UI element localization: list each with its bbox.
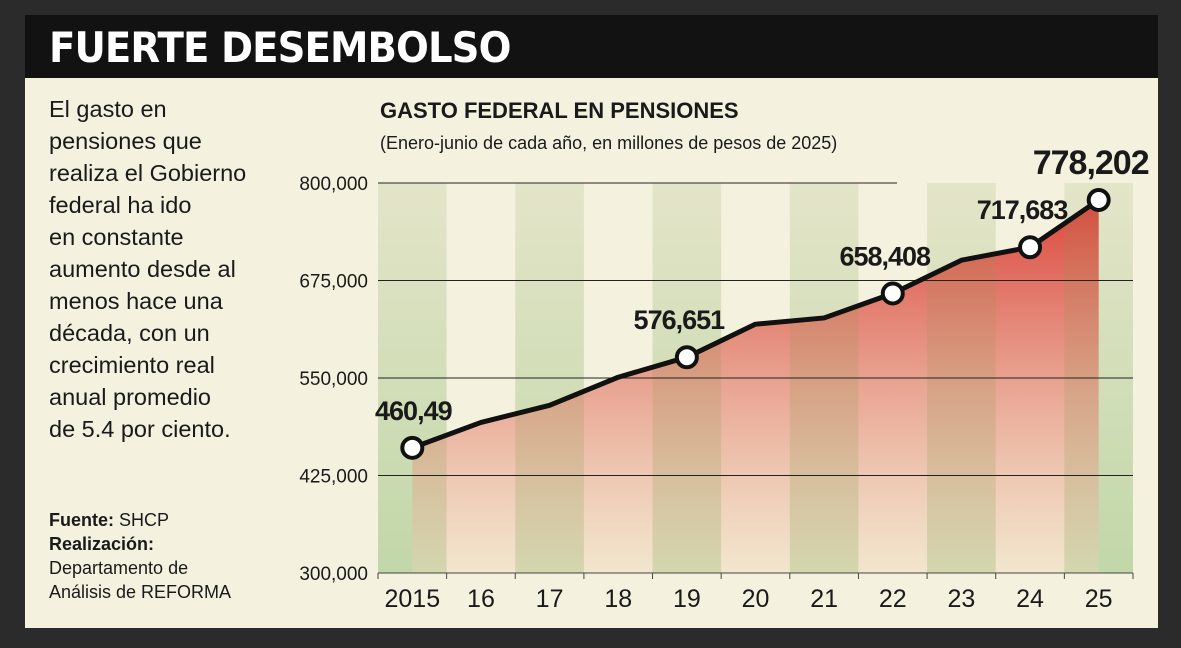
title-bar: FUERTE DESEMBOLSO xyxy=(25,15,1158,78)
description-text: El gasto en pensiones que realiza el Gobie… xyxy=(49,93,279,445)
x-tick-label: 2015 xyxy=(385,585,441,613)
description-line: de 5.4 por ciento. xyxy=(49,416,231,442)
chart-title: GASTO FEDERAL EN PENSIONES xyxy=(380,98,739,123)
x-tick-label: 21 xyxy=(810,585,838,613)
data-point-marker xyxy=(1018,235,1043,260)
y-tick-label: 550,000 xyxy=(299,369,368,390)
description-line: en constante xyxy=(49,224,184,250)
y-tick-label: 425,000 xyxy=(299,467,368,488)
credits: Fuente: SHCP Realización: Departamento d… xyxy=(49,508,231,604)
data-label: 576,651 xyxy=(634,305,726,335)
x-tick-label: 22 xyxy=(879,585,907,613)
data-label: 717,683 xyxy=(977,195,1069,225)
x-tick-label: 20 xyxy=(742,585,770,613)
made-line-1: Departamento de xyxy=(49,558,189,578)
y-tick-label: 800,000 xyxy=(299,174,368,195)
x-tick-label: 18 xyxy=(604,585,632,613)
data-label: 460,49 xyxy=(375,396,453,426)
description-line: década, con un xyxy=(49,320,210,346)
description-line: pensiones que xyxy=(49,128,202,154)
x-tick-label: 23 xyxy=(948,585,976,613)
data-label: 778,202 xyxy=(1033,144,1149,182)
x-tick-label: 17 xyxy=(536,585,564,613)
data-point-marker xyxy=(400,435,425,460)
description-line: El gasto en xyxy=(49,96,167,122)
series-line xyxy=(411,197,1101,451)
description-line: anual promedio xyxy=(49,384,211,410)
description-line: crecimiento real xyxy=(49,352,215,378)
data-label: 658,408 xyxy=(839,241,931,271)
chart-subtitle: (Enero-junio de cada año, en millones de… xyxy=(380,133,838,153)
x-tick-label: 24 xyxy=(1016,585,1044,613)
x-tick-label: 19 xyxy=(673,585,701,613)
description-line: menos hace una xyxy=(49,288,223,314)
source-value: SHCP xyxy=(119,510,170,530)
data-point-marker xyxy=(880,281,905,306)
description-line: aumento desde al xyxy=(49,256,236,282)
y-tick-label: 675,000 xyxy=(299,272,368,293)
data-point-marker xyxy=(674,345,699,370)
made-label: Realización: xyxy=(49,534,155,554)
y-tick-label: 300,000 xyxy=(299,564,368,585)
data-point-marker xyxy=(1086,188,1111,213)
description-line: realiza el Gobierno xyxy=(49,160,247,186)
x-tick-label: 25 xyxy=(1085,585,1113,613)
area-fill xyxy=(412,200,1099,573)
infographic-title: FUERTE DESEMBOLSO xyxy=(49,23,511,72)
made-line-2: Análisis de REFORMA xyxy=(49,582,232,602)
source-label: Fuente: xyxy=(49,510,114,530)
x-tick-label: 16 xyxy=(467,585,495,613)
description-line: federal ha ido xyxy=(49,192,192,218)
